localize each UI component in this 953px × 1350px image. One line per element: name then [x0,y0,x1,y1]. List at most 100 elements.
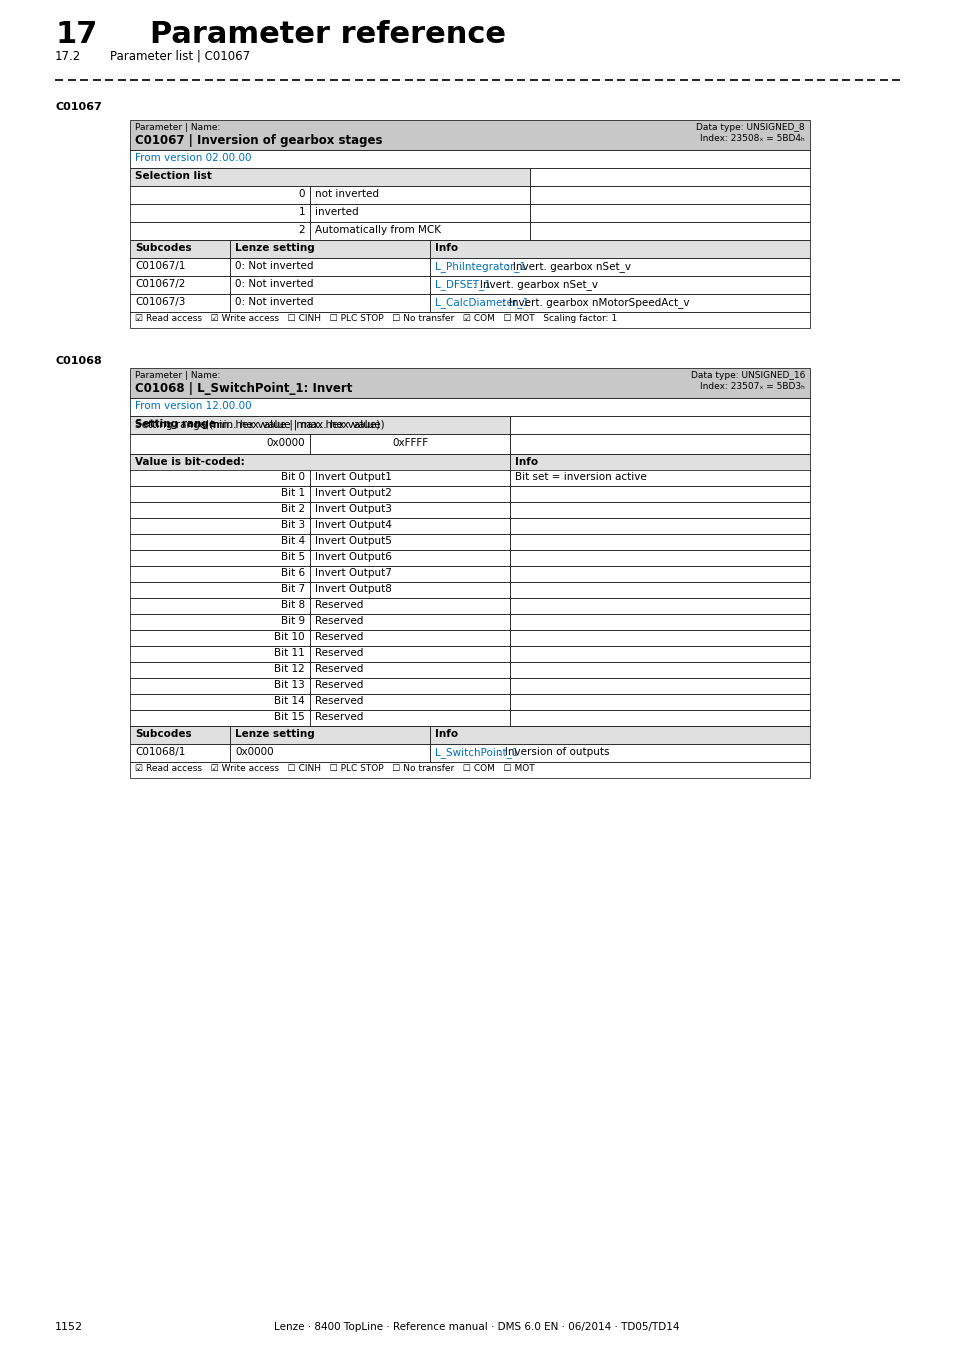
Text: Bit 3: Bit 3 [280,520,305,531]
Text: C01067/3: C01067/3 [135,297,185,306]
Bar [510,678,809,694]
Bar [510,582,809,598]
Text: L_SwitchPoint_1: L_SwitchPoint_1 [435,747,518,757]
Bar [510,614,809,630]
Bar [510,470,809,486]
Bar [530,204,809,221]
Bar [310,662,510,678]
Bar [430,258,809,275]
Bar [130,398,809,416]
Text: Selection list: Selection list [135,171,212,181]
Text: Parameter reference: Parameter reference [150,20,505,49]
Bar [510,433,809,454]
Bar [510,694,809,710]
Bar [130,369,809,398]
Bar [230,294,430,312]
Bar [130,240,230,258]
Text: Lenze setting: Lenze setting [234,243,314,252]
Bar [130,761,809,778]
Bar [510,598,809,614]
Text: Subcodes: Subcodes [135,729,192,738]
Text: Reserved: Reserved [314,599,363,610]
Text: Lenze · 8400 TopLine · Reference manual · DMS 6.0 EN · 06/2014 · TD05/TD14: Lenze · 8400 TopLine · Reference manual … [274,1322,679,1332]
Bar [510,486,809,502]
Text: 0: 0 [298,189,305,198]
Text: Reserved: Reserved [314,632,363,643]
Text: Invert Output1: Invert Output1 [314,472,392,482]
Bar [230,726,430,744]
Text: Bit 13: Bit 13 [274,680,305,690]
Bar [310,614,510,630]
Text: Bit 1: Bit 1 [280,487,305,498]
Bar [130,678,310,694]
Text: Invert Output3: Invert Output3 [314,504,392,514]
Text: L_CalcDiameter_1: L_CalcDiameter_1 [435,297,529,308]
Bar [430,294,809,312]
Bar [310,186,530,204]
Bar [230,258,430,275]
Bar [230,240,430,258]
Bar [310,535,510,549]
Text: Invert Output5: Invert Output5 [314,536,392,545]
Bar [510,549,809,566]
Bar [130,275,230,294]
Bar [130,598,310,614]
Text: C01068/1: C01068/1 [135,747,185,757]
Text: 17.2: 17.2 [55,50,81,63]
Bar [510,630,809,647]
Bar [510,518,809,535]
Text: Parameter | Name:: Parameter | Name: [135,371,220,379]
Text: not inverted: not inverted [314,189,378,198]
Bar [310,549,510,566]
Bar [430,275,809,294]
Text: 0: Not inverted: 0: Not inverted [234,261,314,271]
Bar [430,726,809,744]
Bar [130,726,230,744]
Bar [530,167,809,186]
Bar [510,502,809,518]
Text: ☑ Read access   ☑ Write access   ☐ CINH   ☐ PLC STOP   ☐ No transfer   ☐ COM   ☐: ☑ Read access ☑ Write access ☐ CINH ☐ PL… [135,764,534,774]
Bar [430,240,809,258]
Text: Bit 11: Bit 11 [274,648,305,657]
Text: C01067 | Inversion of gearbox stages: C01067 | Inversion of gearbox stages [135,134,382,147]
Bar [130,614,310,630]
Bar [310,694,510,710]
Text: (min. hex value | max. hex value): (min. hex value | max. hex value) [205,418,380,429]
Text: C01067/2: C01067/2 [135,279,185,289]
Text: inverted: inverted [314,207,358,217]
Bar [510,662,809,678]
Text: Bit 9: Bit 9 [280,616,305,626]
Text: Invert Output7: Invert Output7 [314,568,392,578]
Text: Data type: UNSIGNED_8: Data type: UNSIGNED_8 [696,123,804,132]
Bar [130,204,310,221]
Text: 2: 2 [298,225,305,235]
Text: Bit 2: Bit 2 [280,504,305,514]
Text: From version 02.00.00: From version 02.00.00 [135,153,252,163]
Text: 0x0000: 0x0000 [266,437,305,448]
Bar [130,454,510,472]
Text: Parameter | Name:: Parameter | Name: [135,123,220,132]
Text: C01068 | L_SwitchPoint_1: Invert: C01068 | L_SwitchPoint_1: Invert [135,382,352,396]
Bar [130,694,310,710]
Bar [130,630,310,647]
Bar [510,710,809,726]
Bar [530,221,809,240]
Bar [530,186,809,204]
Text: Invert Output6: Invert Output6 [314,552,392,562]
Text: Info: Info [515,458,537,467]
Bar [130,470,310,486]
Bar [310,598,510,614]
Text: Bit 5: Bit 5 [280,552,305,562]
Bar [130,416,510,433]
Bar [430,744,809,761]
Text: : Inversion of outputs: : Inversion of outputs [497,747,609,757]
Text: Bit 10: Bit 10 [274,632,305,643]
Bar [130,186,310,204]
Bar [130,312,809,328]
Bar [310,582,510,598]
Text: Reserved: Reserved [314,711,363,722]
Text: Automatically from MCK: Automatically from MCK [314,225,440,235]
Text: Lenze setting: Lenze setting [234,729,314,738]
Text: Parameter list | C01067: Parameter list | C01067 [110,50,250,63]
Text: Bit 4: Bit 4 [280,536,305,545]
